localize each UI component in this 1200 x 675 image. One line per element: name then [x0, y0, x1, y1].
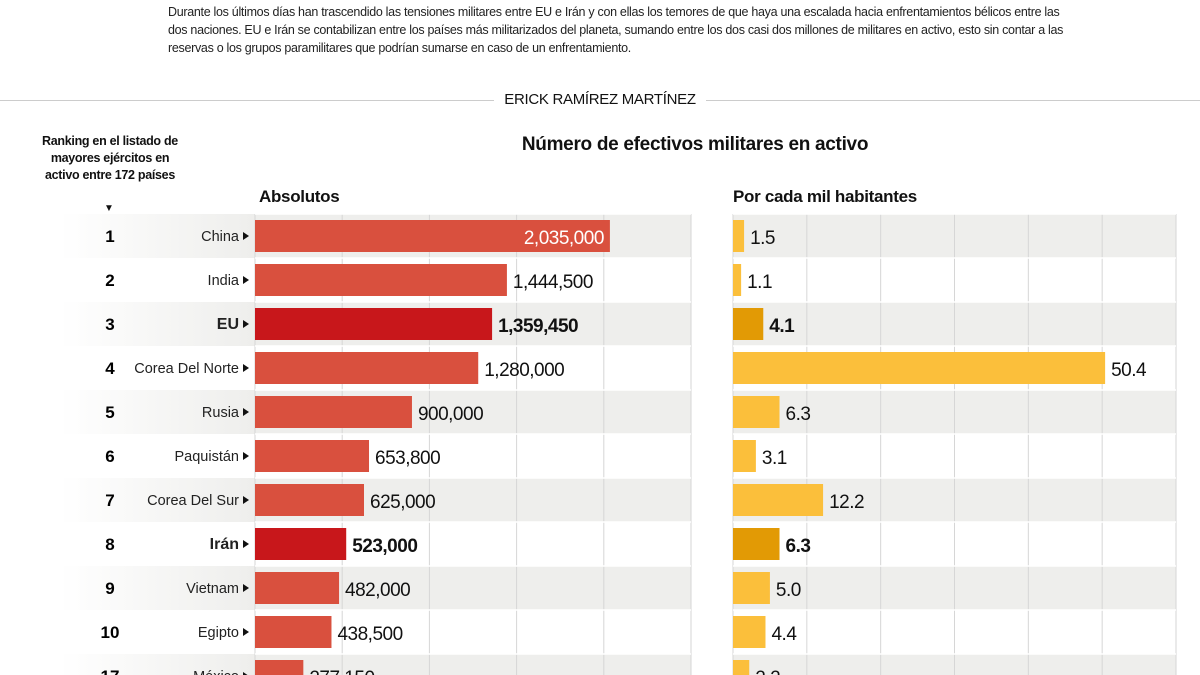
bar-absolute: [255, 220, 610, 252]
triangle-right-icon: [243, 276, 249, 284]
bar-absolute: [255, 528, 347, 560]
subtitle-per-thousand: Por cada mil habitantes: [733, 187, 917, 206]
rank-number: 1: [105, 227, 114, 246]
data-label: 1,444,500: [513, 272, 593, 293]
data-label: 523,000: [352, 536, 417, 557]
data-label: 1,280,000: [484, 360, 564, 381]
rank-number: 9: [105, 579, 114, 598]
rank-number: 8: [105, 535, 114, 554]
bar-per-thousand: [733, 440, 756, 472]
rank-title: Ranking en el listado de mayores ejércit…: [42, 134, 178, 182]
bar-absolute: [255, 484, 364, 516]
data-label: 6.3: [786, 404, 811, 425]
country-label: Irán: [210, 536, 239, 553]
country-label: Corea Del Norte: [134, 361, 239, 377]
bar-absolute: [255, 440, 370, 472]
bar-absolute: [255, 396, 412, 428]
rank-number: 3: [105, 315, 114, 334]
data-label: 1,359,450: [498, 316, 578, 337]
subtitle-absolutos: Absolutos: [259, 187, 340, 206]
bar-per-thousand: [733, 616, 766, 648]
bar-per-thousand: [733, 264, 742, 296]
bar-per-thousand: [733, 484, 824, 516]
country-label: India: [208, 273, 240, 289]
country-label: Corea Del Sur: [147, 493, 239, 509]
triangle-right-icon: [243, 628, 249, 636]
data-label: 5.0: [776, 580, 801, 601]
bar-per-thousand: [733, 220, 745, 252]
bar-absolute: [255, 308, 493, 340]
row-label-bg: [60, 566, 255, 610]
country-label: EU: [217, 316, 239, 333]
triangle-right-icon: [243, 320, 249, 328]
rank-number: 5: [105, 403, 114, 422]
country-label: Vietnam: [186, 581, 239, 597]
bar-absolute: [255, 572, 340, 604]
country-label: Rusia: [202, 405, 240, 421]
data-label: 3.1: [762, 448, 787, 469]
data-label: 50.4: [1111, 360, 1147, 381]
triangle-right-icon: [243, 584, 249, 592]
row-bg: [255, 654, 691, 675]
data-label: 653,800: [375, 448, 440, 469]
data-label: 1.5: [750, 228, 775, 249]
data-label: 6.3: [786, 536, 811, 557]
bar-per-thousand: [733, 660, 750, 675]
bar-per-thousand: [733, 396, 780, 428]
bar-absolute: [255, 660, 304, 675]
country-label: Paquistán: [175, 449, 240, 465]
country-label: México: [193, 669, 239, 675]
row-label-bg: [60, 302, 255, 346]
bar-per-thousand: [733, 352, 1106, 384]
rank-number: 7: [105, 491, 114, 510]
bar-absolute: [255, 616, 332, 648]
triangle-right-icon: [243, 408, 249, 416]
data-label: 2,035,000: [524, 228, 604, 249]
row-label-bg: [60, 478, 255, 522]
byline: ERICK RAMÍREZ MARTÍNEZ: [0, 91, 1200, 108]
row-label-bg: [60, 214, 255, 258]
row-label-bg: [60, 390, 255, 434]
triangle-right-icon: [243, 232, 249, 240]
triangle-right-icon: [243, 452, 249, 460]
bar-absolute: [255, 264, 507, 296]
data-label: 277,150: [309, 668, 374, 675]
bar-per-thousand: [733, 528, 780, 560]
intro-text: Durante los últimos días han trascendido…: [168, 5, 1064, 55]
down-arrow-icon: ▼: [104, 203, 114, 214]
rank-number: 17: [101, 667, 120, 675]
country-label: China: [201, 229, 240, 245]
chart-title: Número de efectivos militares en activo: [521, 134, 869, 155]
data-label: 625,000: [370, 492, 435, 513]
data-label: 900,000: [418, 404, 483, 425]
author: ERICK RAMÍREZ MARTÍNEZ: [494, 91, 706, 108]
rank-number: 6: [105, 447, 114, 466]
data-label: 4.4: [771, 624, 797, 645]
triangle-right-icon: [243, 672, 248, 675]
data-label: 1.1: [747, 272, 772, 293]
data-label: 4.1: [769, 316, 795, 337]
data-label: 482,000: [345, 580, 410, 601]
rank-number: 10: [101, 623, 120, 642]
bar-per-thousand: [733, 308, 764, 340]
data-label: 2.2: [755, 668, 780, 675]
triangle-right-icon: [243, 496, 249, 504]
triangle-right-icon: [243, 540, 249, 548]
country-label: Egipto: [198, 625, 239, 641]
triangle-right-icon: [243, 364, 249, 372]
data-label: 438,500: [337, 624, 402, 645]
bar-per-thousand: [733, 572, 770, 604]
row-label-bg: [60, 654, 255, 675]
rank-number: 2: [105, 271, 114, 290]
rank-number: 4: [105, 359, 115, 378]
bar-absolute: [255, 352, 479, 384]
data-label: 12.2: [829, 492, 864, 513]
